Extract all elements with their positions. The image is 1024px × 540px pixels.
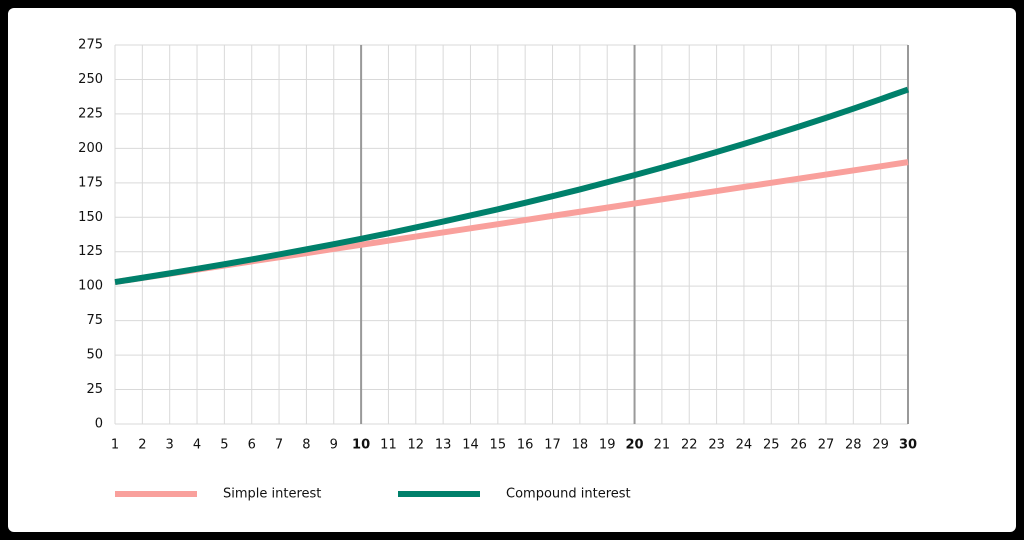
y-tick-label: 100 (78, 279, 103, 294)
series-line (114, 86, 909, 286)
x-tick-label: 21 (654, 438, 671, 453)
x-tick-label: 24 (736, 438, 753, 453)
x-tick-label: 1 (111, 438, 119, 453)
x-tick-label: 17 (544, 438, 561, 453)
y-tick-label: 25 (86, 382, 103, 397)
x-tick-label: 6 (248, 438, 256, 453)
y-tick-label: 175 (78, 175, 103, 190)
panel (8, 8, 1016, 532)
y-tick-label: 225 (78, 106, 103, 121)
x-tick-label: 3 (166, 438, 174, 453)
legend: Simple interest Compound interest (115, 487, 631, 502)
x-tick-label: 2 (138, 438, 146, 453)
x-tick-label: 13 (435, 438, 452, 453)
x-tick-label: 19 (599, 438, 616, 453)
x-tick-label: 12 (408, 438, 425, 453)
legend-label: Compound interest (506, 487, 631, 502)
grid (114, 44, 909, 425)
x-tick-label: 5 (220, 438, 228, 453)
x-tick-label: 9 (330, 438, 338, 453)
x-tick-label: 16 (517, 438, 534, 453)
x-tick-label: 7 (275, 438, 283, 453)
x-tick-label: 23 (708, 438, 725, 453)
x-tick-label: 14 (462, 438, 479, 453)
x-tick-label: 29 (872, 438, 889, 453)
x-tick-label: 4 (193, 438, 201, 453)
y-tick-label: 0 (95, 417, 103, 432)
y-tick-label: 125 (78, 244, 103, 259)
legend-label: Simple interest (223, 487, 321, 502)
x-tick-label: 30 (899, 438, 917, 453)
x-tick-label: 25 (763, 438, 780, 453)
x-tick-label: 27 (818, 438, 835, 453)
x-tick-label: 8 (302, 438, 310, 453)
y-tick-label: 250 (78, 72, 103, 87)
plot-lines (114, 86, 909, 286)
x-tick-label: 18 (572, 438, 589, 453)
x-tick-label: 28 (845, 438, 862, 453)
y-tick-label: 200 (78, 141, 103, 156)
y-tick-label: 50 (86, 348, 103, 363)
y-tick-label: 75 (86, 313, 103, 328)
x-tick-label: 22 (681, 438, 698, 453)
x-tick-label: 11 (380, 438, 397, 453)
y-tick-label: 275 (78, 38, 103, 53)
y-tick-label: 150 (78, 210, 103, 225)
x-tick-label: 26 (790, 438, 807, 453)
x-tick-label: 10 (352, 438, 370, 453)
x-tick-label: 20 (626, 438, 644, 453)
x-tick-label: 15 (490, 438, 507, 453)
